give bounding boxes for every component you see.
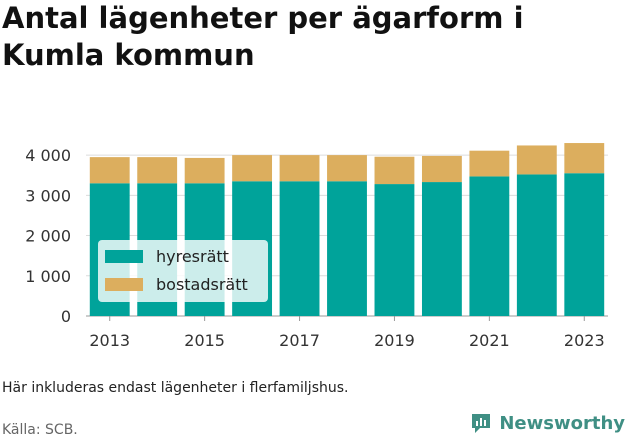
bar-bostadsratt-2013 [89,157,130,184]
bar-hyresratt-2019 [374,184,415,316]
bar-bostadsratt-2021 [469,150,510,177]
bar-bostadsratt-2014 [137,157,178,184]
brand-name: Newsworthy [499,412,625,434]
x-tick-label: 2013 [89,331,130,350]
bar-bostadsratt-2015 [184,157,225,184]
x-tick-label: 2019 [374,331,415,350]
bar-bostadsratt-2016 [232,155,273,182]
bar-hyresratt-2021 [469,176,510,316]
chart-note: Här inkluderas endast lägenheter i flerf… [2,380,349,396]
bar-bostadsratt-2023 [564,143,605,174]
y-axis-ticks: 0 1 000 2 000 3 000 4 000 [25,146,71,326]
x-tick-label: 2023 [564,331,605,350]
newsworthy-logo[interactable]: Newsworthy [469,410,625,436]
bar-hyresratt-2020 [421,182,462,316]
newsworthy-icon [472,414,491,433]
x-tick-label: 2017 [279,331,320,350]
y-tick-label: 3 000 [25,186,71,205]
bar-hyresratt-2017 [279,181,320,316]
bar-hyresratt-2022 [516,174,557,316]
bar-hyresratt-2023 [564,173,605,316]
y-tick-label: 2 000 [25,227,71,246]
chart-source: Källa: SCB. [2,422,78,438]
bar-bostadsratt-2020 [421,155,462,183]
y-tick-label: 4 000 [25,146,71,165]
legend-label-hyresratt: hyresrätt [156,247,229,266]
bar-bostadsratt-2018 [327,155,367,182]
legend-swatch-bostadsratt [105,278,143,291]
bar-bostadsratt-2022 [516,145,557,175]
x-tick-label: 2021 [469,331,510,350]
y-tick-label: 1 000 [25,267,71,286]
legend-label-bostadsratt: bostadsrätt [156,275,248,294]
bar-hyresratt-2018 [327,181,367,316]
x-axis-ticks: 2013 2015 2017 2019 2021 2023 [89,316,605,350]
bar-bostadsratt-2019 [374,156,415,185]
bar-bostadsratt-2017 [279,155,320,182]
legend-swatch-hyresratt [105,250,143,263]
x-tick-label: 2015 [184,331,225,350]
legend: hyresrätt bostadsrätt [98,240,268,302]
chart-title: Antal lägenheter per ägarform i Kumla ko… [2,1,524,72]
y-tick-label: 0 [61,307,71,326]
